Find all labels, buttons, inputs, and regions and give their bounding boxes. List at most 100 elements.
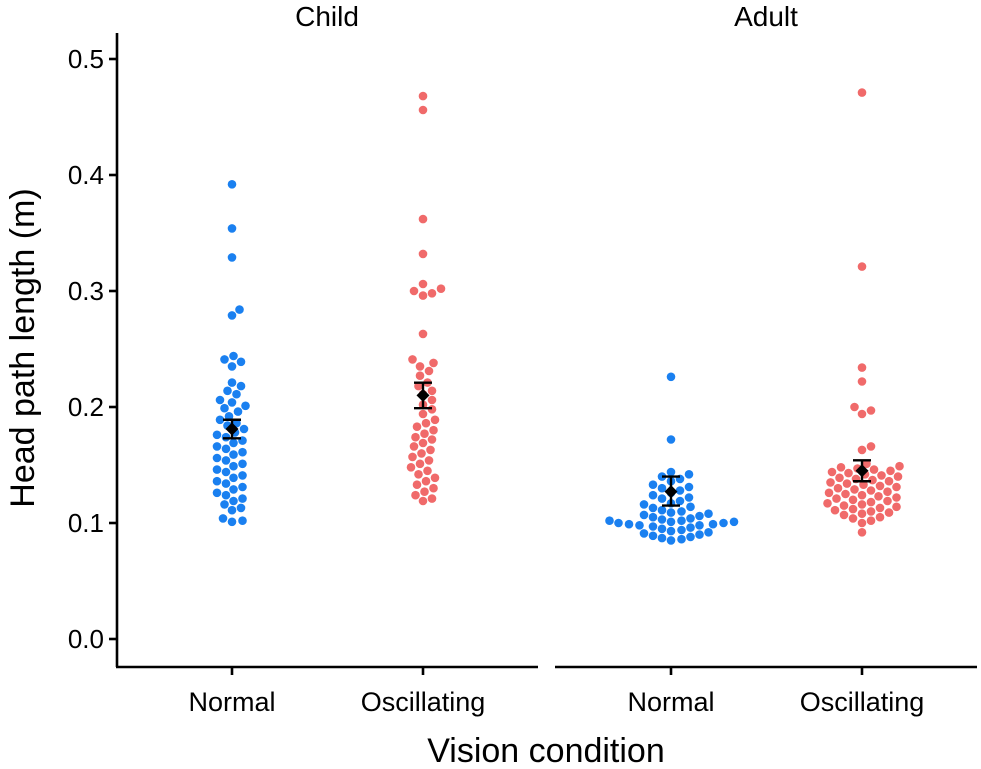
data-point-adult-normal (695, 521, 704, 530)
data-point-adult-oscillating (857, 509, 867, 518)
data-point-child-oscillating (418, 91, 428, 101)
data-point-adult-oscillating (883, 487, 892, 497)
data-point-child-normal (236, 357, 246, 367)
data-point-adult-oscillating (884, 476, 894, 486)
data-point-child-oscillating (408, 355, 417, 364)
data-point-child-oscillating (430, 415, 440, 425)
data-point-adult-normal (686, 514, 695, 523)
y-tick-label: 0.1 (68, 508, 104, 538)
data-point-adult-oscillating (823, 499, 832, 508)
data-point-child-normal (227, 311, 237, 320)
mean-marker-child-oscillating (416, 388, 430, 402)
data-point-child-normal (233, 407, 243, 416)
data-point-adult-oscillating (857, 409, 867, 419)
data-point-child-oscillating (409, 442, 419, 451)
data-point-adult-normal (704, 528, 713, 537)
data-point-child-normal (218, 514, 228, 523)
data-point-child-normal (238, 516, 247, 525)
data-point-child-oscillating (427, 494, 437, 503)
data-point-child-normal (212, 453, 222, 463)
data-point-child-normal (229, 496, 238, 506)
data-point-child-oscillating (418, 279, 428, 289)
y-axis-title: Head path length (m) (4, 188, 42, 507)
data-point-adult-oscillating (869, 465, 879, 474)
data-point-adult-oscillating (850, 485, 859, 494)
data-point-child-oscillating (429, 425, 438, 435)
data-point-adult-normal (686, 532, 695, 542)
y-tick-label: 0.3 (68, 276, 104, 306)
data-point-adult-oscillating (886, 466, 895, 476)
data-point-adult-oscillating (844, 468, 853, 478)
data-point-child-normal (212, 465, 222, 474)
data-point-adult-normal (666, 467, 676, 477)
data-point-adult-oscillating (850, 402, 859, 412)
data-point-child-normal (232, 389, 241, 399)
data-point-child-normal (212, 442, 222, 451)
data-point-adult-oscillating (877, 471, 886, 480)
data-point-child-normal (212, 476, 222, 486)
data-point-child-oscillating (421, 418, 431, 428)
data-point-child-oscillating (418, 214, 428, 224)
data-point-child-oscillating (427, 435, 437, 444)
data-point-child-oscillating (429, 483, 438, 493)
data-point-adult-normal (677, 516, 686, 525)
data-point-child-oscillating (415, 459, 425, 469)
data-point-adult-normal (695, 530, 704, 539)
data-point-child-normal (238, 482, 247, 492)
data-point-child-oscillating (406, 463, 416, 472)
data-point-adult-normal (666, 372, 676, 382)
data-point-adult-normal (675, 496, 685, 506)
data-point-adult-normal (708, 519, 718, 529)
data-point-child-oscillating (411, 432, 420, 442)
data-point-adult-normal (657, 524, 667, 534)
data-point-child-normal (227, 224, 237, 233)
data-point-adult-oscillating (866, 507, 876, 516)
data-point-child-oscillating (414, 381, 423, 391)
data-point-child-normal (238, 494, 247, 503)
data-point-adult-normal (704, 509, 713, 518)
data-point-adult-normal (657, 515, 667, 524)
data-point-adult-normal (666, 517, 676, 527)
data-point-adult-normal (695, 511, 704, 521)
data-point-child-normal (220, 500, 229, 509)
data-point-adult-oscillating (862, 459, 871, 469)
x-axis-title: Vision condition (427, 732, 665, 769)
data-point-adult-normal (648, 512, 658, 522)
data-point-adult-normal (684, 470, 694, 479)
data-point-child-normal (229, 461, 238, 471)
mean-marker-adult-oscillating (855, 464, 869, 478)
mean-marker-child-normal (225, 422, 239, 436)
data-point-adult-oscillating (883, 496, 892, 506)
data-point-adult-oscillating (857, 518, 867, 528)
data-point-child-oscillating (424, 366, 434, 376)
data-point-child-normal (236, 503, 246, 513)
data-point-child-normal (236, 381, 246, 391)
data-point-adult-normal (686, 502, 695, 512)
data-point-adult-normal (677, 534, 686, 544)
data-point-child-normal (229, 473, 238, 483)
data-point-adult-oscillating (842, 479, 852, 488)
data-point-adult-oscillating (824, 488, 834, 498)
data-point-adult-oscillating (848, 514, 858, 523)
data-point-adult-oscillating (857, 363, 867, 372)
data-point-adult-normal (657, 505, 667, 515)
data-point-adult-normal (648, 531, 658, 541)
data-point-adult-oscillating (857, 445, 867, 455)
data-point-child-oscillating (415, 362, 425, 371)
data-point-child-oscillating (423, 466, 432, 476)
data-point-child-oscillating (415, 371, 425, 381)
panel-title-child: Child (295, 1, 359, 32)
data-point-adult-oscillating (884, 508, 894, 517)
panel-title-adult: Adult (734, 1, 798, 32)
data-point-adult-oscillating (866, 486, 876, 495)
data-point-adult-oscillating (875, 512, 885, 522)
data-point-child-oscillating (426, 445, 435, 455)
data-point-child-normal (221, 467, 231, 477)
x-tick-label-child-oscillating: Oscillating (361, 687, 486, 717)
data-point-adult-oscillating (857, 262, 867, 271)
data-point-adult-oscillating (857, 88, 867, 97)
data-point-adult-normal (639, 500, 649, 509)
x-tick-label-adult-oscillating: Oscillating (800, 687, 925, 717)
data-point-child-normal (241, 401, 250, 411)
